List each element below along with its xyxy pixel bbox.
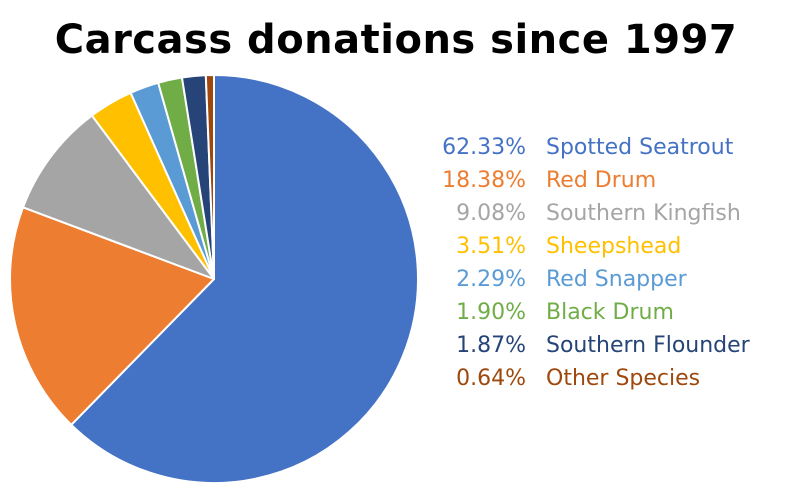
legend-percent: 1.87%: [456, 333, 526, 358]
legend-label: Other Species: [546, 366, 701, 391]
legend-label: Southern Flounder: [546, 333, 750, 358]
legend-percent: 0.64%: [456, 366, 526, 391]
legend-percent: 18.38%: [442, 168, 526, 193]
legend-entry-spotted-seatrout: 62.33% Spotted Seatrout: [420, 131, 790, 164]
legend-percent: 9.08%: [456, 201, 526, 226]
legend-entry-red-snapper: 2.29% Red Snapper: [420, 263, 790, 296]
pie-slice-spotted-seatrout: [70, 74, 419, 484]
pie-slice-southern-kingfish: [21, 114, 215, 280]
legend-label: Sheepshead: [546, 234, 682, 259]
pie-slice-other-species: [204, 74, 215, 280]
legend-label: Southern Kingfish: [546, 201, 741, 226]
legend-entry-other-species: 0.64% Other Species: [420, 362, 790, 395]
legend-label: Spotted Seatrout: [546, 135, 734, 160]
legend-percent: 62.33%: [442, 135, 526, 160]
legend-label: Black Drum: [546, 300, 674, 325]
pie-slice-red-drum: [9, 206, 215, 426]
legend-percent: 1.90%: [456, 300, 526, 325]
legend-entry-southern-flounder: 1.87% Southern Flounder: [420, 329, 790, 362]
legend-entry-southern-kingfish: 9.08% Southern Kingfish: [420, 197, 790, 230]
chart-title: Carcass donations since 1997: [54, 17, 738, 63]
legend: 62.33% Spotted Seatrout 18.38% Red Drum 9.08…: [420, 131, 790, 395]
legend-entry-red-drum: 18.38% Red Drum: [420, 164, 790, 197]
legend-label: Red Snapper: [546, 267, 687, 292]
legend-entry-sheepshead: 3.51% Sheepshead: [420, 230, 790, 263]
legend-percent: 2.29%: [456, 267, 526, 292]
legend-entry-black-drum: 1.90% Black Drum: [420, 296, 790, 329]
legend-percent: 3.51%: [456, 234, 526, 259]
legend-label: Red Drum: [546, 168, 657, 193]
